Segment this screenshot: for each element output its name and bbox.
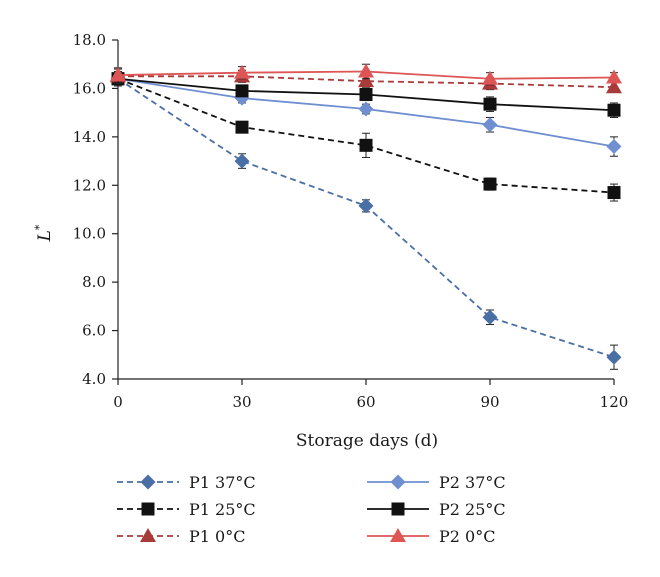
- data-point: [358, 63, 374, 78]
- legend-swatch-marker: [140, 474, 156, 490]
- x-tick-label: 30: [232, 393, 251, 411]
- legend-label: P2 37°C: [439, 473, 506, 492]
- y-axis-title-main: L: [35, 230, 55, 242]
- data-point: [110, 67, 126, 82]
- legend: P1 37°C P1 25°C P1 0°C P2 37°C P2 25°C P2 0°C: [117, 473, 506, 546]
- y-tick-label: 6.0: [82, 322, 106, 340]
- data-point: [482, 117, 498, 133]
- legend-label: P1 37°C: [189, 473, 256, 492]
- legend-item: P2 25°C: [367, 500, 506, 519]
- legend-swatch-marker: [390, 528, 406, 542]
- data-point: [234, 64, 250, 79]
- series-5: [110, 63, 622, 86]
- legend-swatch-marker: [390, 474, 406, 490]
- data-point: [234, 153, 250, 169]
- legend-label: P2 25°C: [439, 500, 506, 519]
- y-tick-label: 16.0: [73, 79, 106, 97]
- data-point: [606, 69, 622, 84]
- legend-label: P1 25°C: [189, 500, 256, 519]
- legend-item: P1 37°C: [117, 473, 256, 492]
- x-axis-title: Storage days (d): [296, 431, 438, 451]
- y-tick-label: 8.0: [82, 273, 106, 291]
- data-point: [606, 349, 622, 365]
- series-layer: [110, 63, 622, 370]
- legend-swatch-marker: [140, 528, 156, 542]
- legend-item: P1 25°C: [117, 500, 256, 519]
- legend-item: P2 0°C: [367, 527, 495, 546]
- data-point: [607, 103, 621, 117]
- legend-swatch-marker: [391, 502, 405, 516]
- data-point: [358, 73, 374, 88]
- legend-label: P2 0°C: [439, 527, 495, 546]
- series-line: [118, 75, 615, 89]
- y-tick-label: 14.0: [73, 128, 106, 146]
- y-axis-title-sup: *: [33, 224, 46, 230]
- y-tick-label: 12.0: [73, 176, 106, 194]
- y-axis-title: L*: [33, 224, 55, 242]
- data-point: [358, 198, 374, 214]
- legend-item: P2 37°C: [367, 473, 506, 492]
- data-point: [606, 139, 622, 155]
- data-point: [359, 87, 373, 101]
- legend-item: P1 0°C: [117, 527, 245, 546]
- axes: 4.0 6.0 8.0 10.0 12.0 14.0 16.0 18.0 0 30 60 90 120: [73, 31, 629, 411]
- x-tick-label: 0: [113, 393, 123, 411]
- x-tick-label: 90: [480, 393, 499, 411]
- data-point: [483, 177, 497, 191]
- y-tick-label: 10.0: [73, 225, 106, 243]
- data-point: [235, 84, 249, 98]
- data-point: [482, 70, 498, 85]
- data-point: [606, 79, 622, 94]
- y-tick-label: 18.0: [73, 31, 106, 49]
- x-tick-label: 60: [356, 393, 375, 411]
- legend-swatch-marker: [141, 502, 155, 516]
- x-tick-label: 120: [600, 393, 629, 411]
- data-point: [235, 120, 249, 134]
- data-point: [358, 101, 374, 117]
- y-tick-label: 4.0: [82, 370, 106, 388]
- data-point: [359, 138, 373, 152]
- series-line: [117, 77, 615, 359]
- data-point: [482, 309, 498, 325]
- data-point: [607, 186, 621, 200]
- legend-label: P1 0°C: [189, 527, 245, 546]
- data-point: [483, 97, 497, 111]
